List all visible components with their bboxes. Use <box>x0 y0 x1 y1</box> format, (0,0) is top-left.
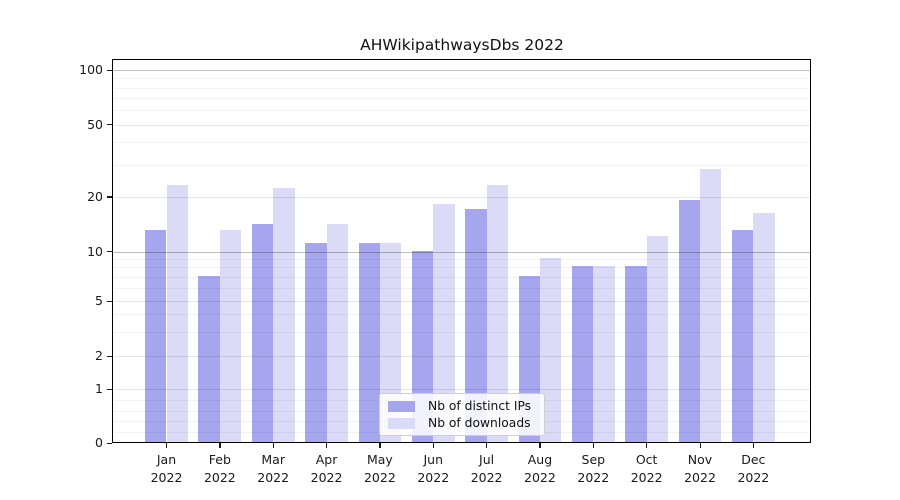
x-tick-sep <box>592 443 595 448</box>
bar-downloads-jul <box>486 184 508 442</box>
y-tick-10 <box>107 251 112 253</box>
bar-ips-apr <box>305 243 327 442</box>
bar-ips-feb <box>198 275 220 442</box>
gridline-minor <box>113 110 810 112</box>
bar-ips-may <box>358 243 380 442</box>
bar-ips-sep <box>571 266 594 442</box>
gridline-minor <box>113 287 810 289</box>
x-tick-label-jul: Jul 2022 <box>470 452 503 485</box>
y-tick-label-10: 10 <box>87 243 103 259</box>
bar-downloads-dec <box>753 213 775 442</box>
gridline-minor <box>113 78 810 80</box>
x-tick-dec <box>752 443 755 448</box>
plot-area <box>112 59 811 443</box>
legend-entry-downloads: Nb of downloads <box>388 416 536 430</box>
x-tick-mar <box>272 443 274 448</box>
x-tick-jun <box>432 443 435 448</box>
y-tick-label-100: 100 <box>79 62 103 77</box>
y-tick-label-50: 50 <box>87 116 103 132</box>
x-tick-label-oct: Oct 2022 <box>630 452 663 485</box>
gridline-minor <box>113 267 810 269</box>
bar-downloads-sep <box>593 266 615 442</box>
x-tick-label-dec: Dec 2022 <box>737 452 770 485</box>
gridline-minor <box>113 276 810 278</box>
gridline-minor <box>113 164 810 166</box>
gridline-minor <box>113 314 810 316</box>
y-tick-5 <box>107 300 112 302</box>
x-tick-jul <box>486 443 488 448</box>
legend-entry-distinct-ips: Nb of distinct IPs <box>388 399 536 413</box>
bar-downloads-oct <box>646 236 669 442</box>
gridline-major-10 <box>113 251 810 253</box>
legend-label-distinct-ips: Nb of distinct IPs <box>428 399 532 413</box>
x-tick-apr <box>326 443 328 448</box>
bar-ips-jan <box>145 229 167 442</box>
x-tick-feb <box>219 443 221 448</box>
legend: Nb of distinct IPs Nb of downloads <box>379 393 545 436</box>
y-tick-label-0: 0 <box>95 435 103 450</box>
x-tick-aug <box>539 443 541 448</box>
x-tick-may <box>379 443 381 448</box>
x-tick-label-sep: Sep 2022 <box>577 452 610 485</box>
x-tick-label-nov: Nov 2022 <box>684 452 716 485</box>
bar-downloads-apr <box>326 223 348 442</box>
bar-ips-nov <box>678 199 700 442</box>
legend-label-downloads: Nb of downloads <box>428 416 531 430</box>
bar-downloads-jan <box>166 184 188 442</box>
bar-ips-mar <box>251 223 274 442</box>
x-tick-label-apr: Apr 2022 <box>310 452 343 485</box>
x-tick-oct <box>646 443 648 448</box>
bar-ips-dec <box>731 229 754 442</box>
x-tick-label-may: May 2022 <box>363 452 396 485</box>
y-tick-0 <box>107 442 112 444</box>
x-tick-label-mar: Mar 2022 <box>257 452 290 485</box>
gridline-20 <box>113 196 810 198</box>
gridline-minor <box>113 259 810 261</box>
legend-swatch-downloads <box>388 417 415 429</box>
y-tick-label-20: 20 <box>87 188 103 204</box>
x-tick-label-jan: Jan 2022 <box>150 452 183 485</box>
gridline-minor <box>113 98 810 100</box>
bar-downloads-nov <box>700 169 722 442</box>
y-tick-2 <box>107 355 112 357</box>
chart-title: AHWikipathwaysDbs 2022 <box>360 36 564 54</box>
bar-ips-oct <box>625 266 647 442</box>
x-tick-label-jun: Jun 2022 <box>417 452 450 485</box>
legend-swatch-distinct-ips <box>388 400 415 412</box>
y-tick-1 <box>107 388 112 390</box>
y-tick-label-1: 1 <box>95 381 103 396</box>
gridline-minor <box>113 331 810 333</box>
y-tick-50 <box>107 124 112 126</box>
x-tick-label-aug: Aug 2022 <box>524 452 556 485</box>
y-tick-label-2: 2 <box>95 348 103 363</box>
x-tick-jan <box>166 443 168 448</box>
bar-downloads-may <box>379 243 402 442</box>
gridline-50 <box>113 124 810 126</box>
x-tick-nov <box>699 443 701 448</box>
bar-downloads-aug <box>539 258 562 442</box>
gridline-1 <box>113 389 810 390</box>
gridline-major-100 <box>113 70 810 71</box>
gridline-5 <box>113 301 810 302</box>
bar-downloads-feb <box>219 229 242 442</box>
bar-ips-jul <box>465 208 487 442</box>
x-tick-label-feb: Feb 2022 <box>203 452 236 485</box>
gridline-2 <box>113 356 810 357</box>
y-tick-label-5: 5 <box>95 293 103 308</box>
gridline-minor <box>113 87 810 89</box>
y-tick-100 <box>107 69 112 71</box>
bar-downloads-jun <box>433 204 455 442</box>
bar-downloads-mar <box>273 188 295 442</box>
y-tick-20 <box>107 196 112 198</box>
gridline-minor <box>113 142 810 144</box>
